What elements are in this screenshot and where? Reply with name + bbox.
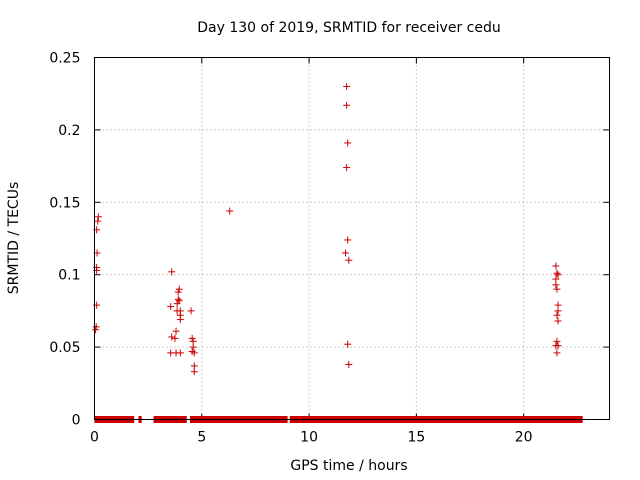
y-tick-labels: 0 0.05 0.1 0.15 0.2 0.25 xyxy=(49,51,80,429)
data-point xyxy=(187,307,195,315)
y-axis-label: SRMTID / TECUs xyxy=(6,182,22,295)
data-point xyxy=(171,334,179,342)
x-tick-labels: 0 5 10 15 20 xyxy=(90,430,533,446)
data-point xyxy=(189,343,197,351)
data-point xyxy=(176,316,184,324)
data-point xyxy=(554,271,562,279)
data-point xyxy=(552,262,560,270)
x-tick-label: 15 xyxy=(407,430,425,446)
chart-title: Day 130 of 2019, SRMTID for receiver ced… xyxy=(197,20,500,36)
plot-frame xyxy=(94,57,610,420)
data-point xyxy=(188,334,196,342)
data-point xyxy=(174,288,182,296)
y-tick-label: 0 xyxy=(72,413,81,429)
axis-ticks xyxy=(94,57,610,420)
data-point xyxy=(345,256,353,264)
data-point xyxy=(554,342,562,350)
data-point xyxy=(172,327,180,335)
y-tick-label: 0.05 xyxy=(49,340,80,356)
data-point xyxy=(94,217,102,225)
data-point xyxy=(553,285,561,293)
data-point xyxy=(226,207,234,215)
data-point xyxy=(343,164,351,172)
data-point xyxy=(552,281,560,289)
data-point xyxy=(92,326,100,334)
data-point xyxy=(92,323,100,331)
data-point xyxy=(553,337,561,345)
y-tick-label: 0.1 xyxy=(58,268,80,284)
y-tick-label: 0.2 xyxy=(58,123,80,139)
data-point xyxy=(345,360,353,368)
x-tick-label: 0 xyxy=(90,430,99,446)
data-point xyxy=(168,333,176,341)
x-tick-label: 5 xyxy=(197,430,206,446)
data-point xyxy=(342,249,350,257)
data-point xyxy=(174,295,182,303)
data-point xyxy=(167,303,175,311)
data-point xyxy=(554,307,562,315)
data-point xyxy=(343,82,351,90)
data-point xyxy=(175,297,183,305)
x-tick-label: 10 xyxy=(300,430,318,446)
data-point xyxy=(343,101,351,109)
data-points xyxy=(92,82,583,423)
data-point xyxy=(344,139,352,147)
y-tick-label: 0.15 xyxy=(49,195,80,211)
data-point xyxy=(553,269,561,277)
data-point xyxy=(188,347,196,355)
data-point xyxy=(553,349,561,357)
data-point xyxy=(190,368,198,376)
data-point xyxy=(553,311,561,319)
x-axis-label: GPS time / hours xyxy=(290,458,407,474)
data-point xyxy=(344,340,352,348)
data-point xyxy=(176,307,184,315)
data-point xyxy=(554,317,562,325)
x-tick-label: 20 xyxy=(515,430,533,446)
data-point xyxy=(175,285,183,293)
data-point xyxy=(176,349,184,357)
data-point xyxy=(168,268,176,276)
grid-lines xyxy=(94,57,610,420)
data-point xyxy=(94,213,102,221)
data-point xyxy=(344,236,352,244)
y-tick-label: 0.25 xyxy=(49,51,80,67)
